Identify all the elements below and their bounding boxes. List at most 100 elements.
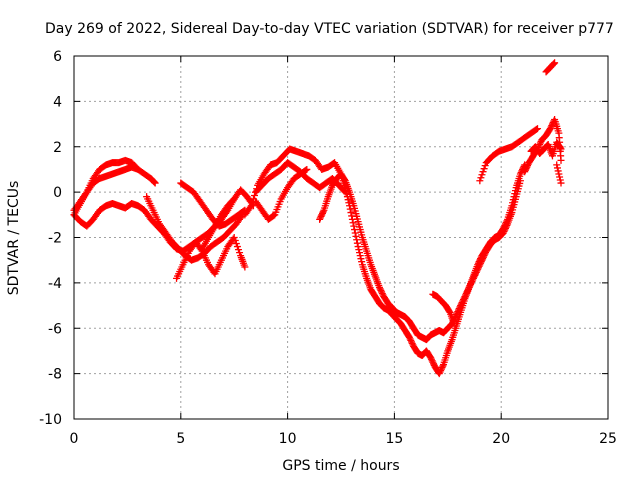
series-arc-n [521,116,565,176]
y-tick-label: -6 [48,321,62,337]
data-point [480,165,488,173]
data-point [231,237,239,245]
data-point [429,358,437,366]
data-point [319,208,327,216]
data-point [478,171,486,179]
data-point [553,161,561,169]
series-arc-a-middle [70,163,142,214]
data-point [247,202,255,210]
y-axis-label: SDTVAR / TECUs [6,181,22,296]
data-point [232,240,240,248]
series-arc-d [173,234,249,282]
series-arc-l [476,125,542,185]
data-point [354,243,362,251]
data-point [510,193,518,201]
data-point [548,122,556,130]
data-point [503,217,511,225]
data-point [509,199,517,207]
y-tick-label: 2 [53,140,62,156]
series-arc-p [542,59,559,76]
data-point [234,246,242,254]
data-point [357,255,365,263]
data-point [536,140,544,148]
data-point [246,203,254,211]
y-tick-label: -2 [48,231,62,247]
data-point [241,263,249,271]
data-point [557,156,565,164]
data-point [317,212,325,220]
data-point [554,167,562,175]
data-point [302,166,310,174]
series-arc-h [252,165,311,223]
data-point [509,196,517,204]
data-point [502,218,510,226]
data-point [376,285,384,293]
data-point [534,144,542,152]
data-point [236,249,244,257]
data-point [556,176,564,184]
data-point [476,177,484,185]
data-point [474,261,482,269]
data-point [356,249,364,257]
data-point [341,184,349,192]
data-point [150,178,158,186]
series-arc-c [177,179,249,230]
data-point [427,354,435,362]
series-arc-j [337,161,529,378]
data-point [405,333,413,341]
data-point [353,236,361,244]
data-point [511,190,519,198]
data-point [521,168,529,176]
data-point [378,288,386,296]
data-point [549,60,557,68]
data-point [406,335,414,343]
data-point [474,259,482,267]
data-point [348,212,356,220]
data-point [475,258,483,266]
data-point [437,365,445,373]
y-tick-label: -10 [39,412,62,428]
data-point [343,190,351,198]
data-point [427,355,435,363]
data-point [435,370,443,378]
data-point [524,162,532,170]
data-point [348,215,356,223]
data-point [375,283,383,291]
data-point [356,252,364,260]
y-tick-label: 4 [53,94,62,110]
data-point [436,368,444,376]
data-point [343,193,351,201]
data-point [521,166,529,174]
data-point [517,168,525,176]
data-point [516,170,524,178]
data-point [342,187,350,195]
data-point [344,196,352,204]
x-tick-label: 20 [492,431,510,447]
data-point [546,125,554,133]
data-point [550,60,558,68]
data-layer [70,59,565,378]
data-point [351,229,359,237]
data-point [346,205,354,213]
data-point [476,256,484,264]
data-point [430,360,438,368]
x-tick-label: 0 [70,431,79,447]
data-point [522,165,530,173]
data-point [501,221,509,229]
data-point [508,202,516,210]
data-point [536,139,544,147]
data-point [445,307,453,315]
data-point [230,234,238,241]
data-point [378,289,386,297]
data-point [303,165,311,173]
data-point [477,255,485,263]
series-arc-o [553,161,565,187]
y-tick-label: -4 [48,276,62,292]
x-tick-label: 10 [279,431,297,447]
grid [74,56,608,419]
data-point [450,320,458,328]
data-point [346,202,354,210]
data-point [437,367,445,375]
series-arc-g [252,159,349,196]
axis-ticks: 0 5 10 15 20 25 -10 -8 -6 -4 -2 0 2 4 6 [39,49,617,447]
